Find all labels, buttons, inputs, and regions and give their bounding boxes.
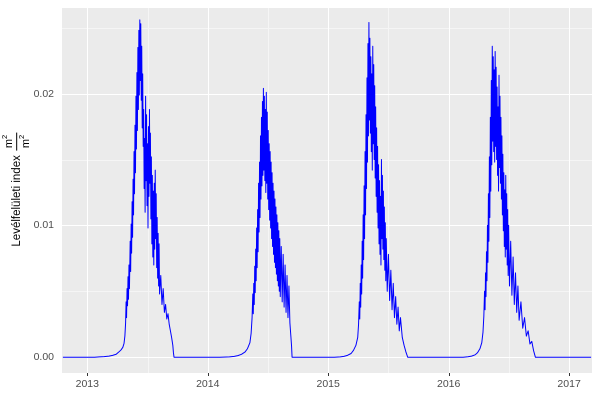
y-axis-tick-labels: 0.00 0.01 0.02 — [8, 0, 66, 400]
series-line-levelfeluleti-index — [62, 19, 592, 358]
x-axis-tick-labels: 2013 2014 2015 2016 2017 — [0, 378, 600, 398]
gridline-minor-x — [388, 8, 390, 373]
series-layer — [62, 19, 592, 358]
plot-panel — [62, 8, 592, 373]
gridline-major-y — [62, 93, 592, 95]
x-axis-tick-label: 2017 — [557, 378, 581, 390]
x-axis-tick-mark — [328, 373, 330, 376]
x-axis-tick-mark — [569, 373, 571, 376]
gridline-minor-y — [62, 27, 592, 29]
y-axis-tick-label: 0.00 — [33, 351, 54, 364]
gridline-major-x — [207, 8, 209, 373]
gridline-major-x — [448, 8, 450, 373]
gridline-major-y — [62, 225, 592, 227]
y-axis-tick-label: 0.02 — [33, 87, 54, 100]
gridline-major-x — [328, 8, 330, 373]
gridline-minor-y — [62, 291, 592, 293]
x-axis-tick-mark — [448, 373, 450, 376]
y-axis-tick-label: 0.01 — [33, 219, 54, 232]
x-axis-tick-mark — [87, 373, 89, 376]
x-axis-tick-label: 2015 — [316, 378, 340, 390]
x-axis-tick-label: 2016 — [436, 378, 461, 390]
x-axis-tick-mark — [207, 373, 209, 376]
x-axis-tick-label: 2014 — [196, 378, 220, 390]
gridline-major-x — [569, 8, 571, 373]
x-axis-tick-label: 2013 — [75, 378, 99, 390]
gridline-minor-x — [508, 8, 510, 373]
gridline-major-x — [87, 8, 89, 373]
gridline-minor-y — [62, 159, 592, 161]
